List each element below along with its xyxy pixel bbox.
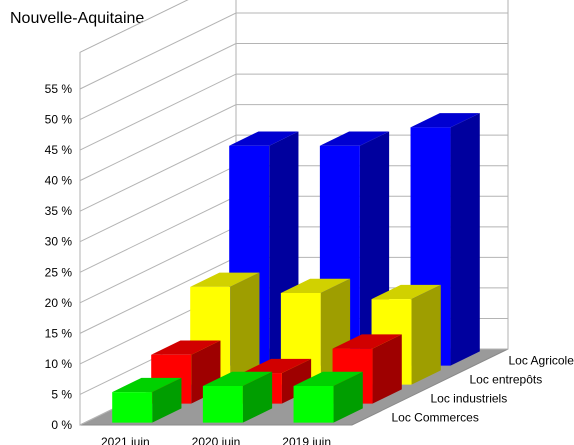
bar-side <box>230 272 260 385</box>
gridline <box>79 73 508 151</box>
bar-loc-commerces <box>293 371 363 423</box>
series-label: Loc Commerces <box>392 411 479 425</box>
bar-top <box>112 377 182 393</box>
y-tick-label: 45 % <box>45 143 73 157</box>
x-axis: 2021 juin 2020 juin 2019 juin <box>101 435 331 445</box>
bar-loc-commerces <box>112 377 182 423</box>
bar-top <box>241 358 312 374</box>
y-tick-label: 30 % <box>45 235 73 249</box>
y-tick-label: 10 % <box>45 357 73 371</box>
gridline <box>79 12 508 90</box>
gridline <box>79 43 508 120</box>
y-tick-label: 35 % <box>45 204 73 218</box>
bar-side <box>333 371 363 423</box>
bar-front <box>293 385 334 423</box>
bar-top <box>202 371 273 386</box>
y-tick-label: 5 % <box>51 387 72 401</box>
series-label: Loc Agricoles <box>509 354 574 368</box>
x-tick-label: 2020 juin <box>192 435 241 445</box>
bar-side <box>411 284 441 385</box>
chart-title: Nouvelle-Aquitaine <box>10 10 145 27</box>
y-tick-label: 15 % <box>45 326 73 340</box>
bar-top <box>410 113 480 128</box>
bar-loc-commerces <box>202 371 273 423</box>
series-label: Loc industriels <box>431 392 508 406</box>
x-tick-label: 2019 juin <box>282 435 331 445</box>
bar-top <box>319 131 390 146</box>
bar-front <box>202 385 243 423</box>
y-tick-label: 20 % <box>45 296 73 310</box>
bar-top <box>280 278 351 293</box>
x-tick-label: 2021 juin <box>101 435 150 445</box>
bar-side <box>152 377 182 423</box>
bar-top <box>371 284 441 300</box>
y-axis: 0 % 5 % 10 % 15 % 20 % 25 % 30 % 35 % 40 % 45 % 50… <box>45 82 73 432</box>
y-tick-label: 0 % <box>51 418 72 432</box>
series-axis: Loc Commerces Loc industriels Loc entrepôt… <box>392 354 574 425</box>
bar-top <box>151 340 221 355</box>
gridline <box>79 104 508 182</box>
bar-front <box>112 392 153 423</box>
y-tick-label: 25 % <box>45 265 73 279</box>
y-tick-label: 40 % <box>45 174 73 188</box>
bars <box>112 113 480 423</box>
bar-top <box>190 272 260 287</box>
bar-top <box>332 334 402 349</box>
bar-side <box>242 371 273 423</box>
y-tick-label: 55 % <box>45 82 73 96</box>
y-tick-label: 50 % <box>45 113 73 127</box>
series-label: Loc entrepôts <box>470 373 543 387</box>
bar-top <box>293 371 363 386</box>
bar-top <box>229 131 299 146</box>
bar-side <box>450 113 480 366</box>
bar-side <box>372 334 402 404</box>
